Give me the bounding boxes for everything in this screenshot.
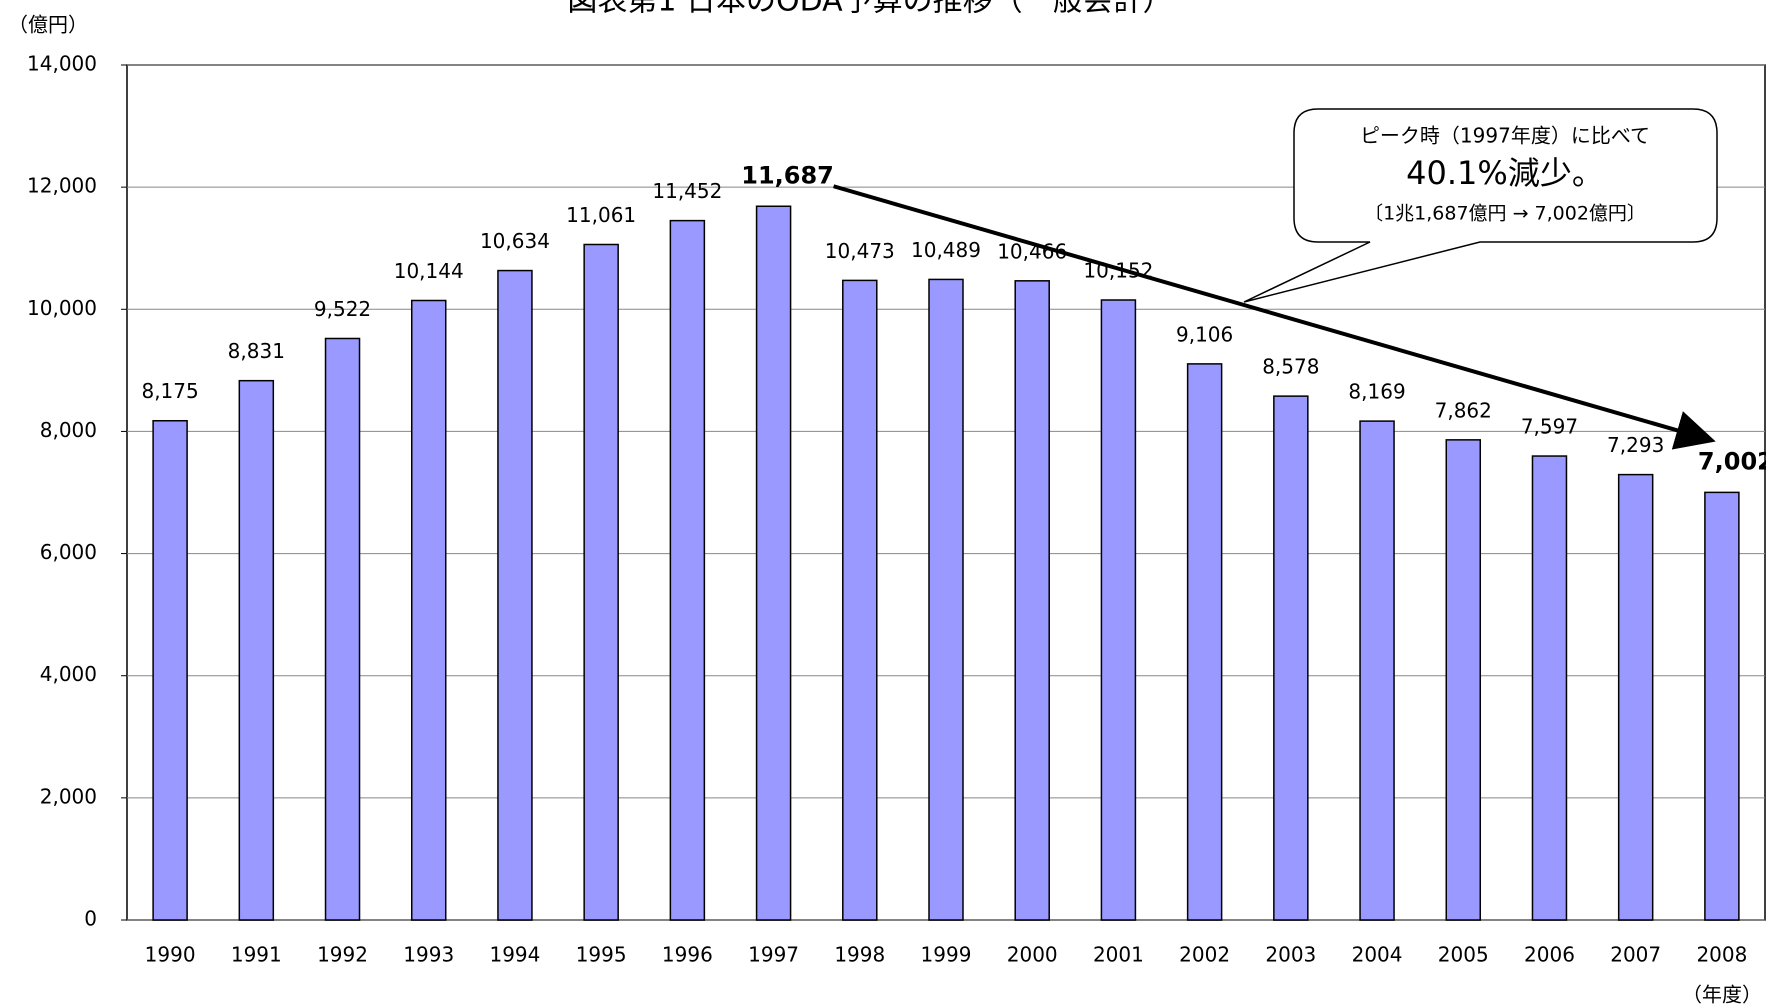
annotation-line: ピーク時（1997年度）に比べて bbox=[1360, 124, 1650, 148]
bar bbox=[755, 205, 792, 921]
bar bbox=[928, 278, 964, 921]
bar bbox=[1273, 395, 1309, 921]
x-tick-label: 2007 bbox=[1610, 943, 1661, 967]
value-label: 10,489 bbox=[911, 238, 981, 262]
callout bbox=[1243, 108, 1718, 303]
value-label: 10,466 bbox=[997, 239, 1067, 263]
bar bbox=[1359, 420, 1395, 921]
y-tick-label: 0 bbox=[84, 907, 97, 931]
bar bbox=[1014, 280, 1050, 921]
x-tick-label: 1992 bbox=[317, 943, 368, 967]
x-tick-label: 2001 bbox=[1093, 943, 1144, 967]
value-label: 10,473 bbox=[825, 239, 895, 263]
value-label: 11,061 bbox=[566, 203, 636, 227]
bar bbox=[1531, 455, 1568, 921]
bar bbox=[152, 419, 188, 921]
x-tick-label: 1999 bbox=[921, 943, 972, 967]
y-tick-label: 10,000 bbox=[27, 296, 97, 320]
annotation-line: 〔1兆1,687億円 → 7,002億円〕 bbox=[1364, 203, 1646, 225]
y-tick-label: 2,000 bbox=[40, 784, 97, 808]
bar bbox=[1617, 473, 1654, 921]
annotation-line: 40.1%減少。 bbox=[1406, 154, 1604, 192]
value-label: 8,175 bbox=[141, 379, 198, 403]
y-tick-label: 6,000 bbox=[40, 540, 97, 564]
bar bbox=[1186, 363, 1223, 921]
chart-title: 図表第1 日本のODA予算の推移（一般会計） bbox=[567, 0, 1172, 19]
value-label: 7,862 bbox=[1435, 398, 1492, 422]
value-label: 11,687 bbox=[741, 161, 834, 189]
x-tick-label: 1997 bbox=[748, 943, 799, 967]
bar bbox=[1100, 299, 1137, 921]
bar bbox=[410, 299, 447, 921]
x-tick-label: 1994 bbox=[489, 943, 540, 967]
value-label: 9,106 bbox=[1176, 322, 1233, 346]
x-tick-label: 1993 bbox=[403, 943, 454, 967]
bar bbox=[583, 243, 619, 921]
y-tick-label: 8,000 bbox=[40, 418, 97, 442]
value-label: 8,578 bbox=[1262, 355, 1319, 379]
bar bbox=[1704, 491, 1740, 921]
value-label: 7,002 bbox=[1698, 447, 1766, 475]
x-tick-label: 1990 bbox=[145, 943, 196, 967]
value-label: 7,293 bbox=[1607, 433, 1664, 457]
y-tick-label: 4,000 bbox=[40, 662, 97, 686]
bar bbox=[238, 379, 275, 921]
x-tick-label: 1996 bbox=[662, 943, 713, 967]
bar bbox=[669, 219, 706, 921]
y-unit: （億円） bbox=[8, 13, 88, 37]
x-tick-label: 2004 bbox=[1352, 943, 1403, 967]
x-tick-label: 2003 bbox=[1265, 943, 1316, 967]
value-label: 10,634 bbox=[480, 229, 550, 253]
value-label: 8,169 bbox=[1348, 380, 1405, 404]
bar bbox=[842, 279, 878, 921]
y-tick-label: 12,000 bbox=[27, 174, 97, 198]
x-tick-label: 1991 bbox=[231, 943, 282, 967]
value-label: 11,452 bbox=[652, 179, 722, 203]
value-label: 9,522 bbox=[314, 297, 371, 321]
trend-arrow bbox=[833, 184, 1716, 450]
x-tick-label: 1998 bbox=[834, 943, 885, 967]
x-unit: （年度） bbox=[1682, 983, 1762, 1007]
x-tick-label: 2006 bbox=[1524, 943, 1575, 967]
x-tick-label: 2005 bbox=[1438, 943, 1489, 967]
y-tick-label: 14,000 bbox=[27, 52, 97, 76]
x-tick-label: 2002 bbox=[1179, 943, 1230, 967]
value-label: 8,831 bbox=[228, 339, 285, 363]
bar bbox=[497, 269, 533, 921]
x-tick-label: 1995 bbox=[576, 943, 627, 967]
x-tick-label: 2008 bbox=[1696, 943, 1747, 967]
bar bbox=[324, 337, 361, 921]
value-label: 7,597 bbox=[1521, 415, 1578, 439]
x-tick-label: 2000 bbox=[1007, 943, 1058, 967]
value-label: 10,144 bbox=[394, 259, 464, 283]
bar bbox=[1445, 439, 1482, 921]
